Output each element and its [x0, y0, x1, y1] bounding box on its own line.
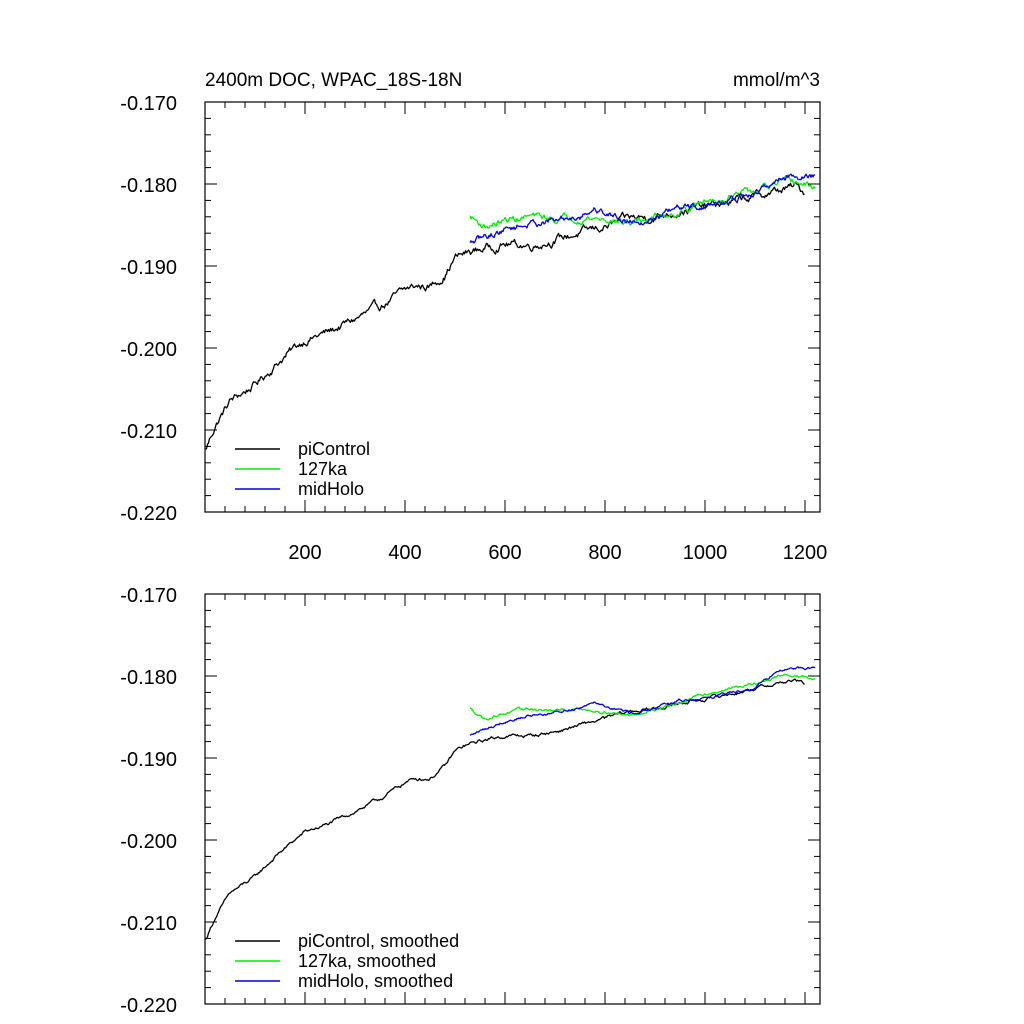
series-line-midholo [469, 173, 816, 244]
legend-label: midHolo, smoothed [298, 971, 453, 991]
x-tick-label: 600 [488, 542, 521, 564]
y-tick-label: -0.180 [120, 667, 177, 689]
x-tick-label: 800 [588, 542, 621, 564]
y-tick-label: -0.210 [120, 913, 177, 935]
y-tick-label: -0.210 [120, 421, 177, 443]
x-tick-label: 1200 [783, 542, 828, 564]
y-tick-label: -0.190 [120, 749, 177, 771]
series-layer [205, 173, 816, 450]
legend-label: 127ka, smoothed [298, 951, 436, 971]
y-tick-label: -0.170 [120, 93, 177, 115]
y-tick-label: -0.220 [120, 503, 177, 525]
x-tick-label: 200 [288, 542, 321, 564]
series-line-picontrol-smoothed [205, 678, 805, 940]
legend: piControl 127ka midHolo [235, 439, 370, 499]
y-tick-label: -0.180 [120, 175, 177, 197]
y-tick-label: -0.220 [120, 995, 177, 1017]
y-tick-label: -0.190 [120, 257, 177, 279]
chart-title: 2400m DOC, WPAC_18S-18N [205, 70, 462, 91]
top-panel: 2400m DOC, WPAC_18S-18N mmol/m^3 -0.220 … [120, 70, 827, 564]
plot-frame [204, 593, 821, 1005]
legend-label: 127ka [298, 459, 348, 479]
units-label: mmol/m^3 [733, 70, 820, 91]
x-tick-label: 400 [388, 542, 421, 564]
y-tick-label: -0.200 [120, 339, 177, 361]
series-line-127ka [469, 174, 816, 229]
legend-label: piControl, smoothed [298, 931, 459, 951]
tick-marks [204, 101, 820, 513]
y-tick-label: -0.200 [120, 831, 177, 853]
legend: piControl, smoothed 127ka, smoothed midH… [235, 931, 459, 991]
legend-label: piControl [298, 439, 370, 459]
series-line-picontrol [205, 181, 805, 450]
legend-label: midHolo [298, 479, 364, 499]
series-layer [205, 666, 816, 940]
plot-frame [204, 101, 821, 513]
series-line-midholo-smoothed [469, 666, 816, 736]
tick-marks [204, 593, 820, 1005]
series-line-127ka-smoothed [469, 673, 816, 721]
y-tick-label: -0.170 [120, 585, 177, 607]
bottom-panel: -0.220 -0.210 -0.200 -0.190 -0.180 -0.17… [120, 585, 821, 1017]
x-tick-label: 1000 [683, 542, 728, 564]
